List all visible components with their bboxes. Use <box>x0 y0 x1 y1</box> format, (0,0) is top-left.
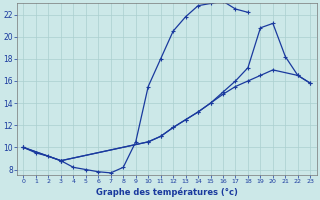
X-axis label: Graphe des températures (°c): Graphe des températures (°c) <box>96 187 238 197</box>
